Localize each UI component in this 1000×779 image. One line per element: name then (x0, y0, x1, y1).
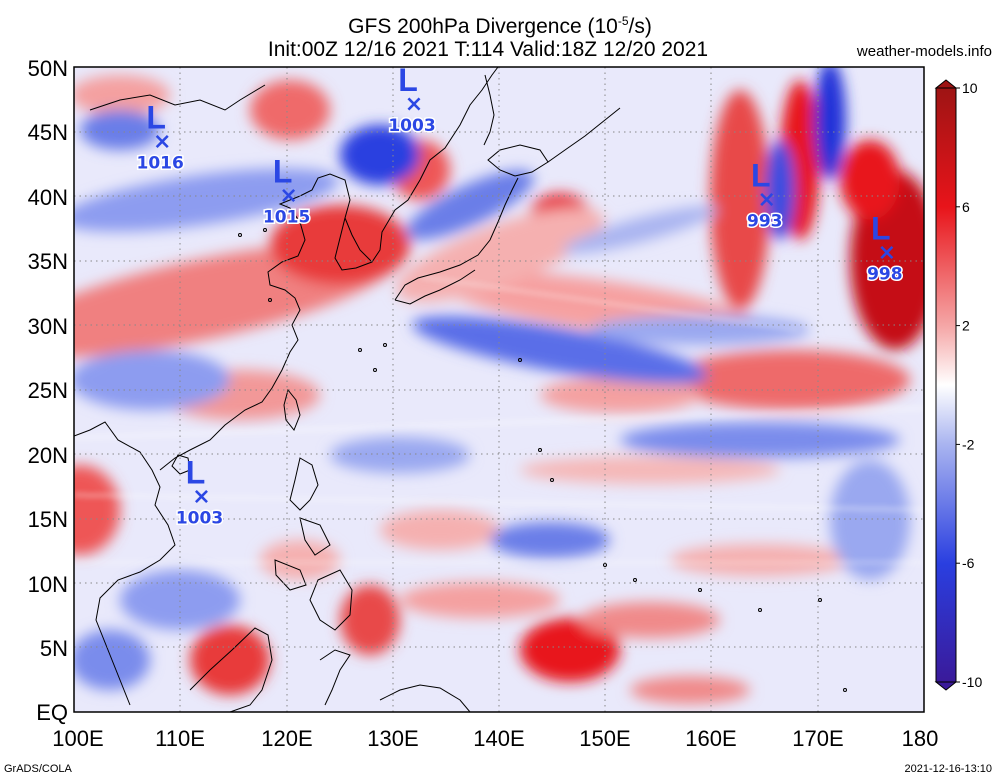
chart-subtitle: Init:00Z 12/16 2021 T:114 Valid:18Z 12/2… (267, 38, 709, 61)
lat-label: 50N (28, 56, 68, 81)
lon-label: 160E (685, 726, 736, 751)
colorbar-tick-label: 6 (962, 199, 970, 215)
low-marker: L×1015 (261, 154, 311, 230)
colorbar: 10 6 2 -2 -6 -10 (934, 79, 982, 691)
low-center-mark: × (153, 130, 171, 155)
lat-label: 15N (28, 507, 68, 532)
low-pressure-value: 1003 (176, 508, 223, 528)
low-letter: L (273, 154, 293, 190)
low-marker: L×1003 (387, 62, 437, 137)
low-center-mark: × (405, 92, 423, 117)
low-pressure-value: 1016 (137, 154, 184, 174)
lon-label: 120E (261, 726, 312, 751)
low-center-mark: × (192, 484, 210, 509)
colorbar-bottom-arrow (934, 681, 958, 691)
lat-label: 10N (28, 572, 68, 597)
footer-credit: GrADS/COLA (4, 763, 72, 775)
lat-label: 25N (28, 378, 68, 403)
longitude-labels: 100E 110E 120E 130E 140E 150E 160E 170E … (52, 726, 938, 751)
colorbar-tick-label: -2 (962, 436, 975, 452)
colorbar-scale (935, 87, 957, 683)
colorbar-tick-label: 10 (962, 80, 978, 96)
coastlines (74, 67, 847, 712)
low-center-mark: × (878, 240, 896, 265)
low-marker: L×1016 (135, 100, 185, 176)
lat-label: EQ (36, 700, 68, 725)
chart-title: GFS 200hPa Divergence (10-5/s) (348, 14, 652, 38)
lon-label: 110E (155, 726, 205, 751)
lat-label: 20N (28, 443, 68, 468)
map-frame (73, 66, 925, 713)
colorbar-top-arrow (934, 79, 958, 89)
lat-label: 30N (28, 314, 68, 339)
lat-label: 45N (28, 120, 68, 145)
lon-label: 140E (473, 726, 524, 751)
lon-label: 130E (367, 726, 418, 751)
low-center-mark: × (758, 188, 776, 213)
low-marker: L×1003 (174, 454, 224, 530)
low-pressure-value: 993 (747, 212, 783, 232)
low-letter: L (186, 454, 206, 490)
latitude-labels: 50N 45N 40N 35N 30N 25N 20N 15N 10N 5N E… (28, 56, 68, 725)
lat-label: 40N (28, 185, 68, 210)
lat-label: 35N (28, 249, 68, 274)
lat-label: 5N (40, 636, 68, 661)
low-pressure-value: 998 (867, 264, 903, 284)
low-marker: L×993 (746, 158, 785, 234)
low-pressure-value: 1003 (388, 116, 435, 136)
low-letter: L (398, 62, 418, 98)
low-center-mark: × (279, 184, 297, 209)
lon-label: 100E (52, 726, 103, 751)
colorbar-tick-label: 2 (962, 318, 970, 334)
low-pressure-value: 1015 (263, 208, 310, 228)
low-letter: L (146, 100, 166, 136)
lon-label: 150E (579, 726, 630, 751)
low-marker: L×998 (866, 210, 905, 286)
footer-timestamp: 2021-12-16-13:10 (904, 763, 992, 775)
low-letter: L (751, 158, 771, 194)
colorbar-tick-label: -6 (962, 555, 975, 571)
colorbar-tick-label: -10 (962, 674, 982, 690)
divergence-field (74, 67, 924, 712)
lon-label: 170E (792, 726, 843, 751)
lon-label: 180 (902, 726, 939, 751)
source-label: weather-models.info (856, 43, 992, 60)
low-letter: L (871, 210, 891, 246)
